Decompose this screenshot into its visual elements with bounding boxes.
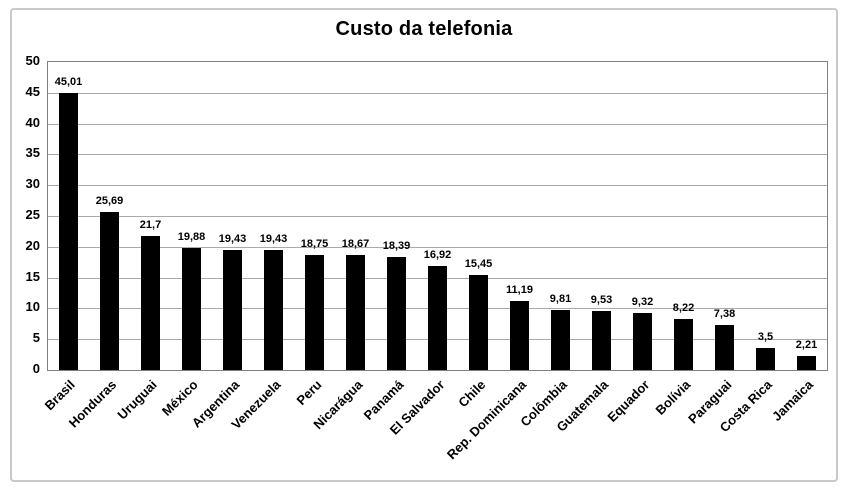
- x-category-label: Equador: [604, 377, 653, 425]
- bar-El Salvador: [428, 265, 447, 370]
- gridline: [48, 246, 827, 248]
- y-tick-label: 0: [32, 361, 40, 376]
- bar-Costa Rica: [756, 348, 775, 370]
- bar-value-label: 9,53: [590, 294, 613, 307]
- bar-Nicarágua: [346, 255, 365, 370]
- bar-value-label: 25,69: [95, 194, 124, 207]
- y-tick-label: 20: [25, 237, 40, 253]
- y-tick-label: 30: [25, 176, 40, 192]
- bar-value-label: 45,01: [54, 75, 83, 88]
- gridline: [48, 154, 827, 156]
- x-category-label: Bolívia: [652, 377, 694, 418]
- y-tick-label: 5: [32, 330, 40, 346]
- bar-Paraguai: [715, 324, 734, 370]
- bar-Honduras: [100, 211, 119, 370]
- bar-Jamaica: [797, 356, 816, 370]
- bar-Panamá: [387, 256, 406, 370]
- gridline: [48, 123, 827, 125]
- y-tick-label: 45: [25, 83, 40, 99]
- y-tick-label: 40: [25, 114, 40, 130]
- x-axis: Brasil Honduras Uruguai México Argentina Vene…: [42, 373, 826, 473]
- y-axis: 0 5 10 15 20 25 30 35 40 45 50: [12, 53, 40, 376]
- bar-Equador: [633, 312, 652, 370]
- bar-Rep. Dominicana: [510, 301, 529, 370]
- bar-value-label: 8,22: [672, 302, 695, 315]
- bar-México: [182, 247, 201, 370]
- bar-value-label: 19,88: [177, 230, 206, 243]
- bar-Bolívia: [674, 319, 693, 370]
- x-category-label: Chile: [455, 377, 489, 411]
- x-category-label: Peru: [293, 377, 325, 409]
- y-tick-label: 25: [25, 207, 40, 222]
- y-tick-label: 50: [25, 53, 40, 68]
- bar-value-label: 3,5: [757, 331, 774, 344]
- bar-Brasil: [59, 92, 78, 370]
- bar-value-label: 19,43: [218, 233, 247, 246]
- bar-value-label: 18,39: [382, 239, 411, 252]
- bar-value-label: 11,19: [506, 284, 533, 297]
- chart-title: Custo da telefonia: [335, 18, 513, 40]
- bar-Argentina: [223, 250, 242, 370]
- bar-value-label: 9,32: [631, 295, 654, 308]
- bar-Uruguai: [141, 236, 160, 370]
- plot-area: 45,01 25,69 21,7 19,88 19,43 19,43 18,75 18,67 1…: [47, 61, 828, 371]
- bar-value-label: 19,43: [259, 233, 288, 246]
- bar-value-label: 7,38: [713, 307, 736, 320]
- gridline: [48, 216, 827, 217]
- bar-value-label: 18,75: [300, 237, 329, 250]
- x-category-label: Uruguai: [114, 377, 161, 423]
- y-tick-label: 35: [25, 145, 40, 161]
- bar-value-label: 15,45: [464, 257, 493, 270]
- gridline: [48, 92, 827, 94]
- gridline: [48, 185, 827, 187]
- bar-value-label: 16,92: [423, 248, 452, 261]
- bar-Colômbia: [551, 309, 570, 370]
- bar-value-label: 21,7: [139, 219, 162, 232]
- bar-Peru: [305, 254, 324, 370]
- bar-value-label: 9,81: [549, 292, 572, 305]
- y-tick-label: 10: [25, 299, 40, 315]
- x-category-label: Rep. Dominicana: [443, 377, 530, 463]
- bar-Guatemala: [592, 311, 611, 370]
- y-tick-label: 15: [25, 268, 40, 284]
- bar-value-label: 18,67: [341, 237, 370, 250]
- bar-Venezuela: [264, 250, 283, 370]
- bar-Chile: [469, 274, 488, 370]
- x-category-label: Jamaica: [769, 377, 817, 424]
- chart-frame: Custo da telefonia 0 5 10 15 20 25 30 35 40 45 50 …: [10, 8, 838, 482]
- bar-value-label: 2,21: [795, 339, 818, 352]
- x-category-label: Brasil: [41, 377, 79, 414]
